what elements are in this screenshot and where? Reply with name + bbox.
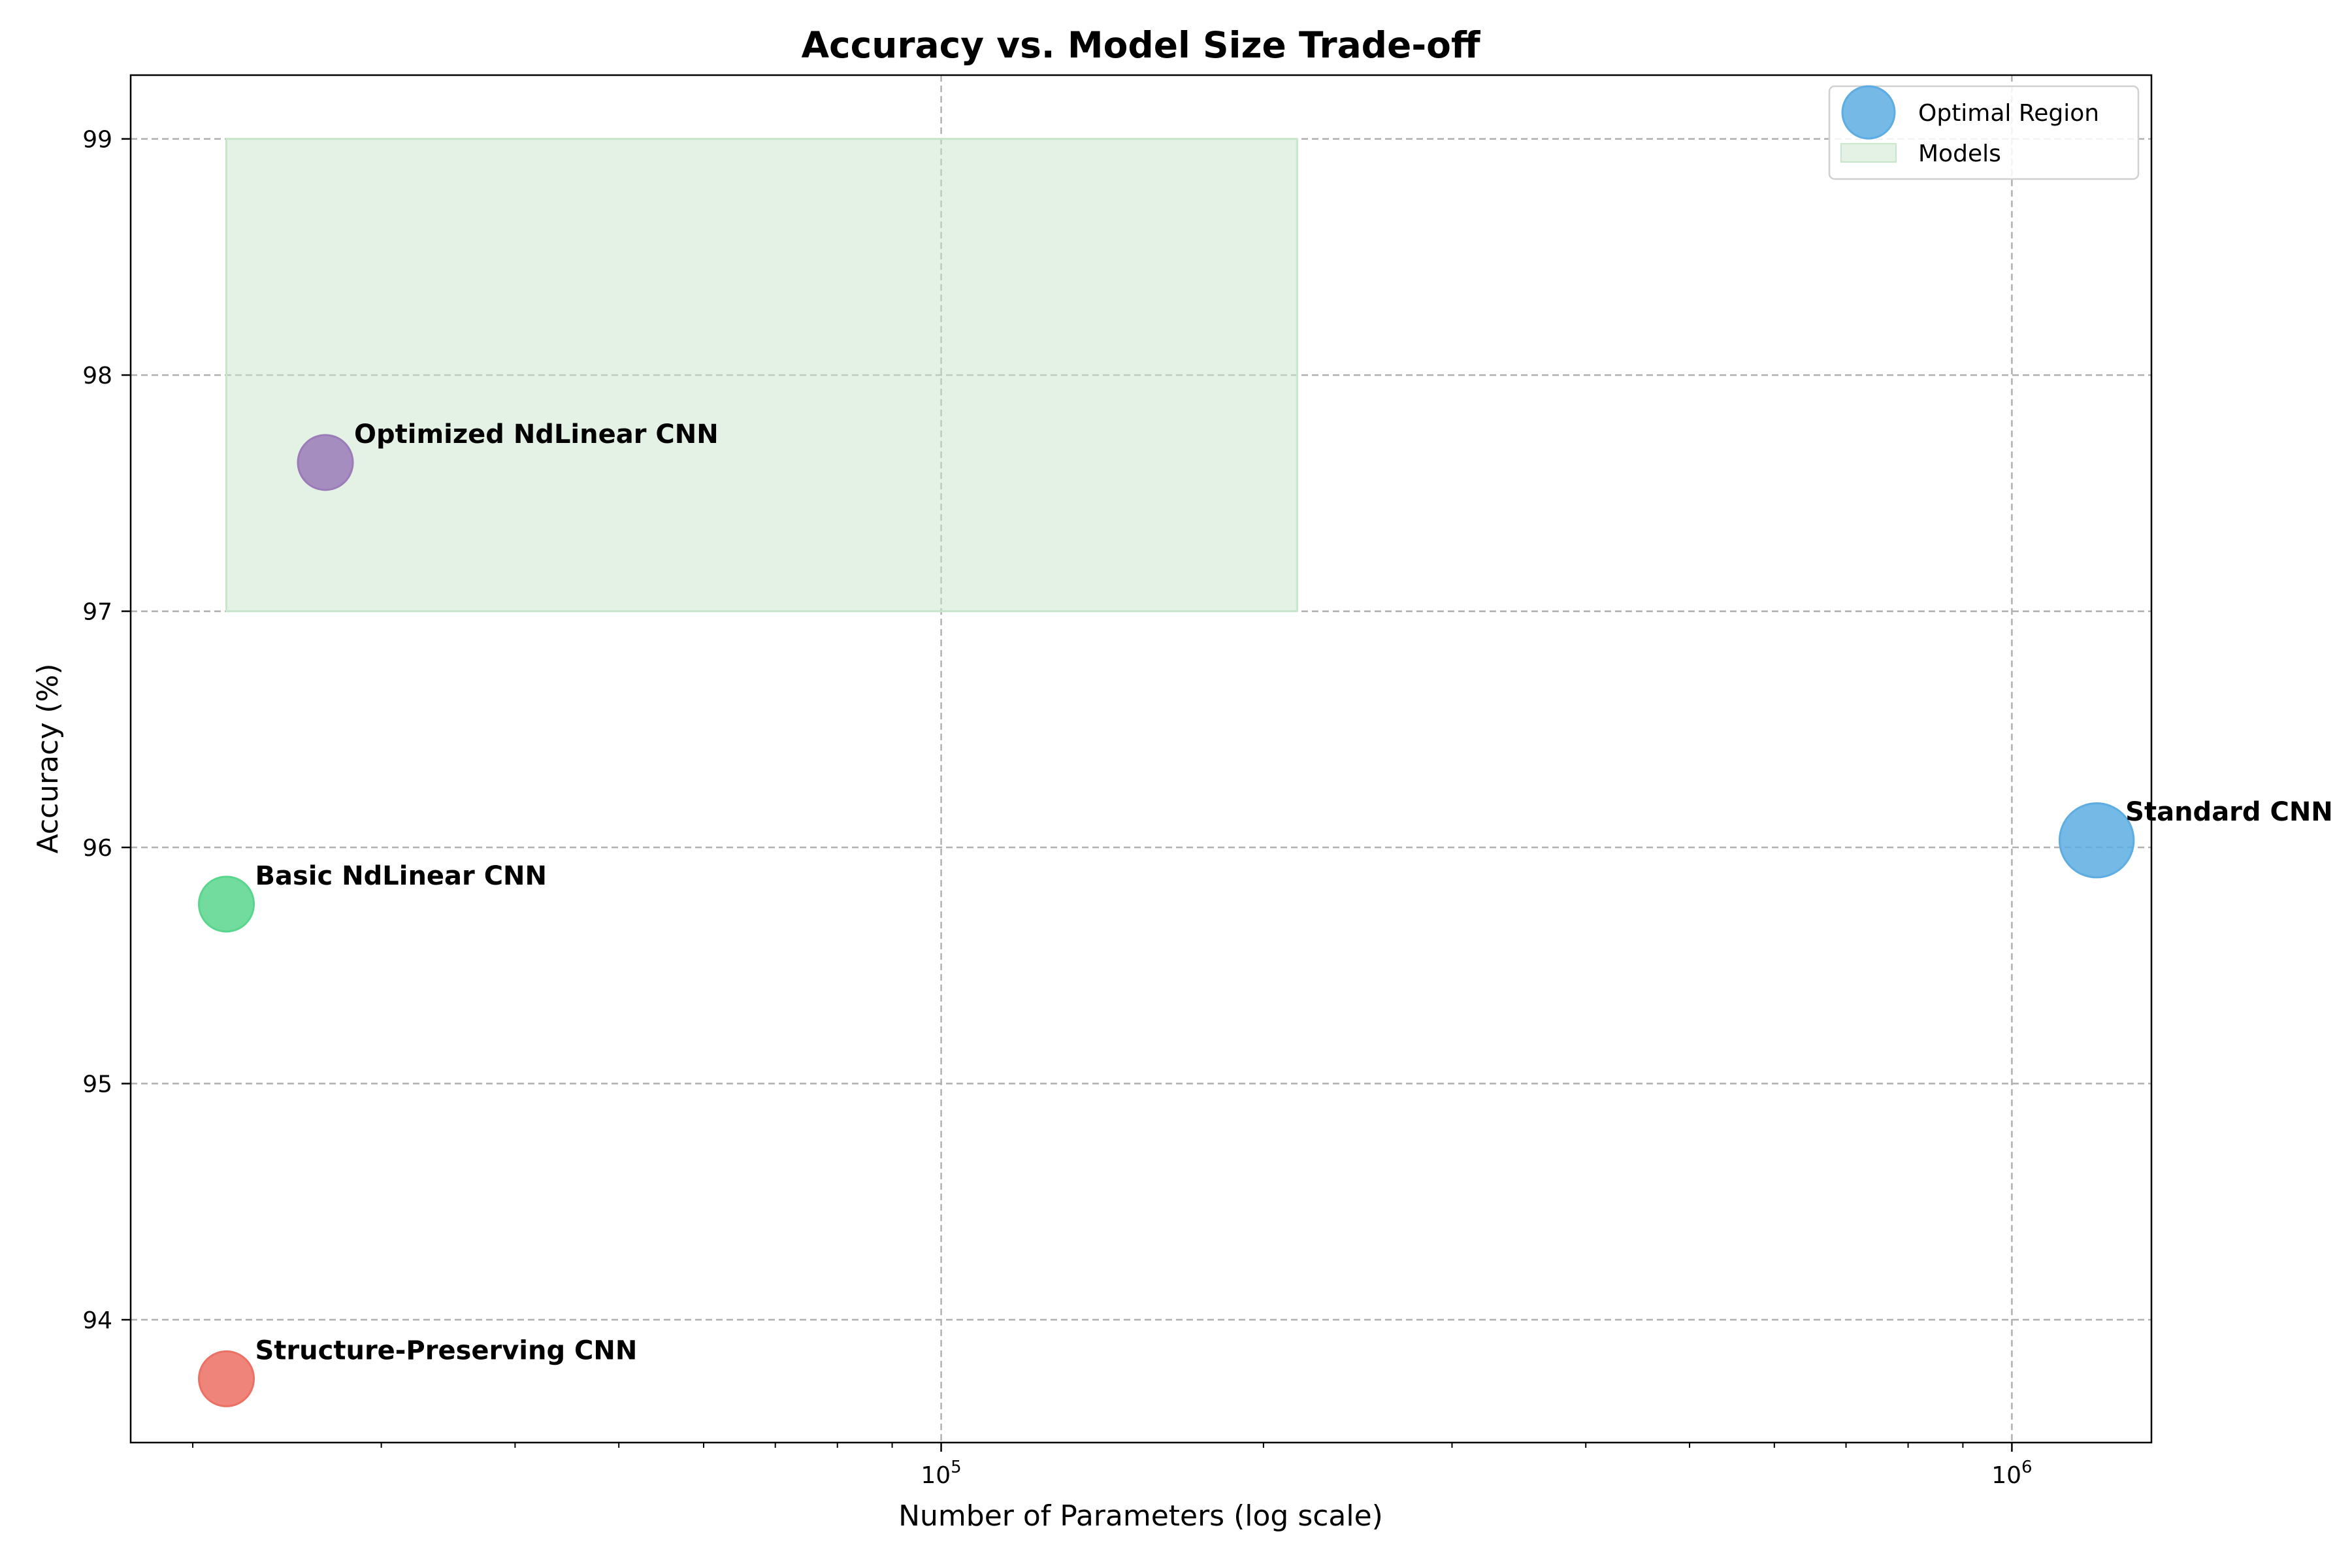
y-axis-label: Accuracy (%) bbox=[31, 663, 65, 853]
optimal-region bbox=[225, 138, 1298, 613]
data-point bbox=[198, 1350, 255, 1407]
point-label: Basic NdLinear CNN bbox=[255, 861, 547, 891]
y-tick-label: 95 bbox=[82, 1071, 112, 1098]
y-tick-label: 97 bbox=[82, 599, 112, 626]
y-tick-label: 96 bbox=[82, 835, 112, 862]
x-tick-label: 105 bbox=[921, 1458, 961, 1489]
legend-label: Models bbox=[1918, 140, 2001, 167]
legend: Optimal Region Models bbox=[1828, 85, 2140, 180]
legend-box bbox=[1828, 85, 2140, 180]
data-point bbox=[297, 434, 354, 491]
legend-label: Optimal Region bbox=[1918, 100, 2099, 127]
x-axis-label: Number of Parameters (log scale) bbox=[898, 1499, 1383, 1533]
data-point bbox=[2058, 802, 2135, 879]
data-point bbox=[198, 875, 255, 933]
legend-marker bbox=[1841, 85, 1896, 140]
point-label: Standard CNN bbox=[2125, 797, 2333, 827]
y-tick-label: 98 bbox=[82, 363, 112, 389]
y-tick-label: 94 bbox=[82, 1307, 112, 1334]
legend-patch bbox=[1840, 143, 1897, 163]
data-points: Standard CNN Optimized NdLinear CNN Basic … bbox=[198, 419, 2333, 1407]
axes: 94 95 96 97 98 99 105 106 bbox=[82, 74, 2153, 1489]
plot-frame bbox=[129, 74, 2153, 1444]
point-label: Structure-Preserving CNN bbox=[255, 1335, 638, 1365]
point-label: Optimized NdLinear CNN bbox=[354, 419, 719, 449]
chart-title: Accuracy vs. Model Size Trade-off bbox=[801, 24, 1481, 66]
optimal-region-layer bbox=[225, 138, 1298, 613]
y-tick-label: 99 bbox=[82, 127, 112, 154]
x-tick-label: 106 bbox=[1991, 1458, 2032, 1489]
